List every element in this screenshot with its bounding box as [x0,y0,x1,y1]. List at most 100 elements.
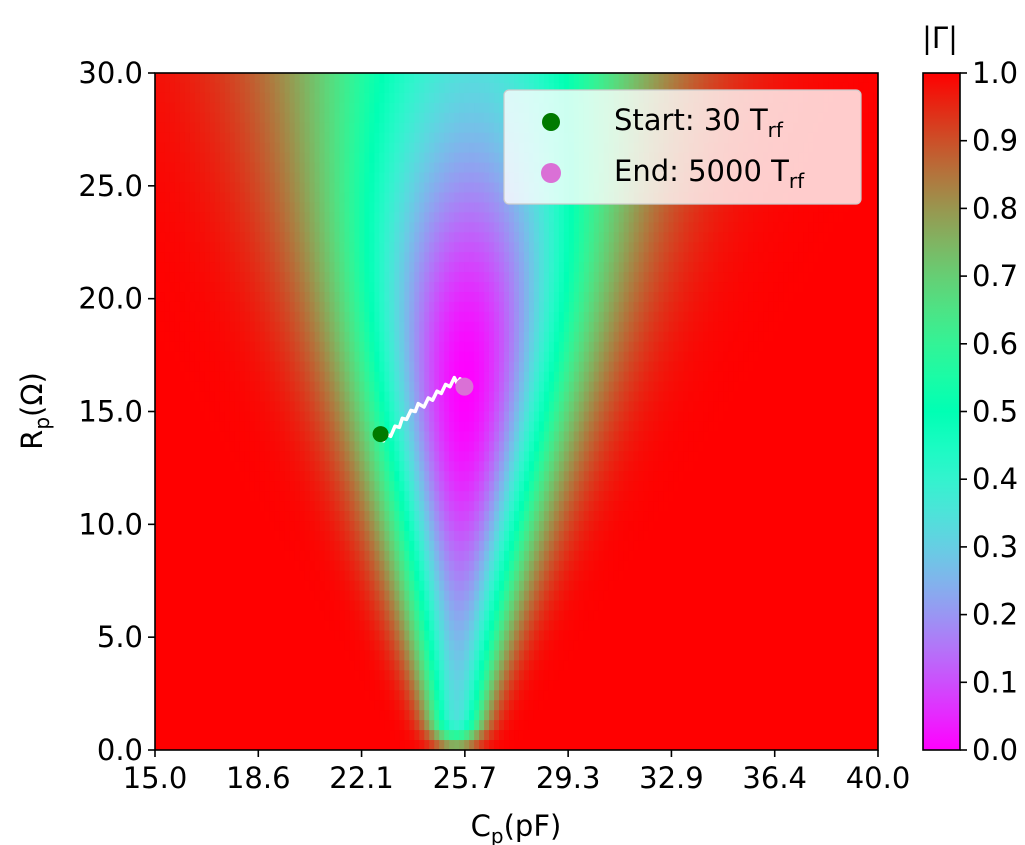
heatmap-cell [778,212,784,223]
heatmap-cell [788,262,794,273]
heatmap-cell [828,73,834,84]
heatmap-cell [254,381,261,393]
heatmap-cell [264,252,271,263]
heatmap-cell [155,341,161,353]
heatmap-cell [379,361,385,373]
heatmap-cell [219,172,226,184]
heatmap-cell [504,232,510,243]
heatmap-cell [399,381,405,393]
heatmap-cell [828,82,834,94]
heatmap-cell [159,212,166,223]
heatmap-cell [728,371,734,383]
heatmap-cell [863,182,869,194]
heatmap-cell [863,192,869,204]
heatmap-cell [723,82,730,94]
heatmap-cell [229,282,236,293]
heatmap-cell [314,361,321,373]
heatmap-cell [244,262,251,273]
heatmap-cell [324,152,331,164]
heatmap-cell [533,262,540,273]
heatmap-cell [329,411,336,423]
heatmap-cell [484,282,490,293]
heatmap-cell [778,272,784,283]
heatmap-cell [249,232,256,243]
heatmap-cell [344,331,351,343]
heatmap-cell [194,132,201,144]
heatmap-cell [818,282,824,293]
heatmap-cell [184,132,191,144]
heatmap-cell [558,232,565,243]
heatmap-cell [828,282,834,293]
heatmap-cell [793,341,799,353]
heatmap-cell [214,321,221,333]
heatmap-cell [643,222,650,233]
heatmap-cell [319,202,326,213]
heatmap-cell [389,182,395,194]
heatmap-cell [164,411,171,423]
heatmap-cell [284,242,291,253]
heatmap-cell [593,232,600,243]
heatmap-cell [444,292,450,303]
heatmap-cell [324,112,331,124]
heatmap-cell [309,242,316,253]
heatmap-cell [833,212,839,223]
heatmap-cell [514,202,520,213]
heatmap-cell [214,192,221,204]
heatmap-cell [768,331,774,343]
heatmap-cell [169,212,176,223]
heatmap-cell [409,202,415,213]
heatmap-cell [808,292,814,303]
heatmap-cell [429,292,435,303]
heatmap-cell [628,401,635,413]
heatmap-cell [538,301,545,313]
heatmap-cell [189,82,196,94]
heatmap-cell [334,162,341,174]
heatmap-cell [214,202,221,213]
heatmap-cell [334,182,341,194]
heatmap-cell [598,361,605,373]
heatmap-cell [808,272,814,283]
heatmap-cell [733,222,739,233]
heatmap-cell [528,222,535,233]
heatmap-cell [354,192,361,204]
heatmap-cell [219,361,226,373]
heatmap-cell [648,82,655,94]
heatmap-cell [234,152,241,164]
heatmap-cell [399,301,405,313]
heatmap-cell [778,351,784,363]
heatmap-cell [588,331,595,343]
heatmap-cell [499,331,505,343]
heatmap-cell [344,142,351,154]
heatmap-cell [543,401,550,413]
heatmap-cell [504,212,510,223]
heatmap-cell [159,202,166,213]
heatmap-cell [164,92,171,104]
heatmap-cell [509,361,515,373]
heatmap-cell [269,381,276,393]
heatmap-cell [179,391,186,403]
heatmap-cell [469,282,475,293]
heatmap-cell [778,401,784,413]
heatmap-cell [848,82,854,94]
heatmap-cell [613,341,620,353]
heatmap-cell [284,341,291,353]
heatmap-cell [369,222,375,233]
heatmap-cell [688,331,695,343]
heatmap-cell [409,192,415,204]
heatmap-cell [219,292,226,303]
heatmap-cell [838,331,844,343]
heatmap-cell [454,142,460,154]
heatmap-cell [155,232,161,243]
heatmap-cell [778,361,784,373]
heatmap-cell [838,351,844,363]
heatmap-cell [449,242,455,253]
heatmap-cell [354,142,361,154]
heatmap-cell [404,401,410,413]
heatmap-cell [259,122,266,134]
heatmap-cell [479,292,485,303]
heatmap-cell [658,351,665,363]
heatmap-cell [778,242,784,253]
heatmap-cell [414,242,420,253]
heatmap-cell [379,182,385,194]
heatmap-cell [339,222,346,233]
